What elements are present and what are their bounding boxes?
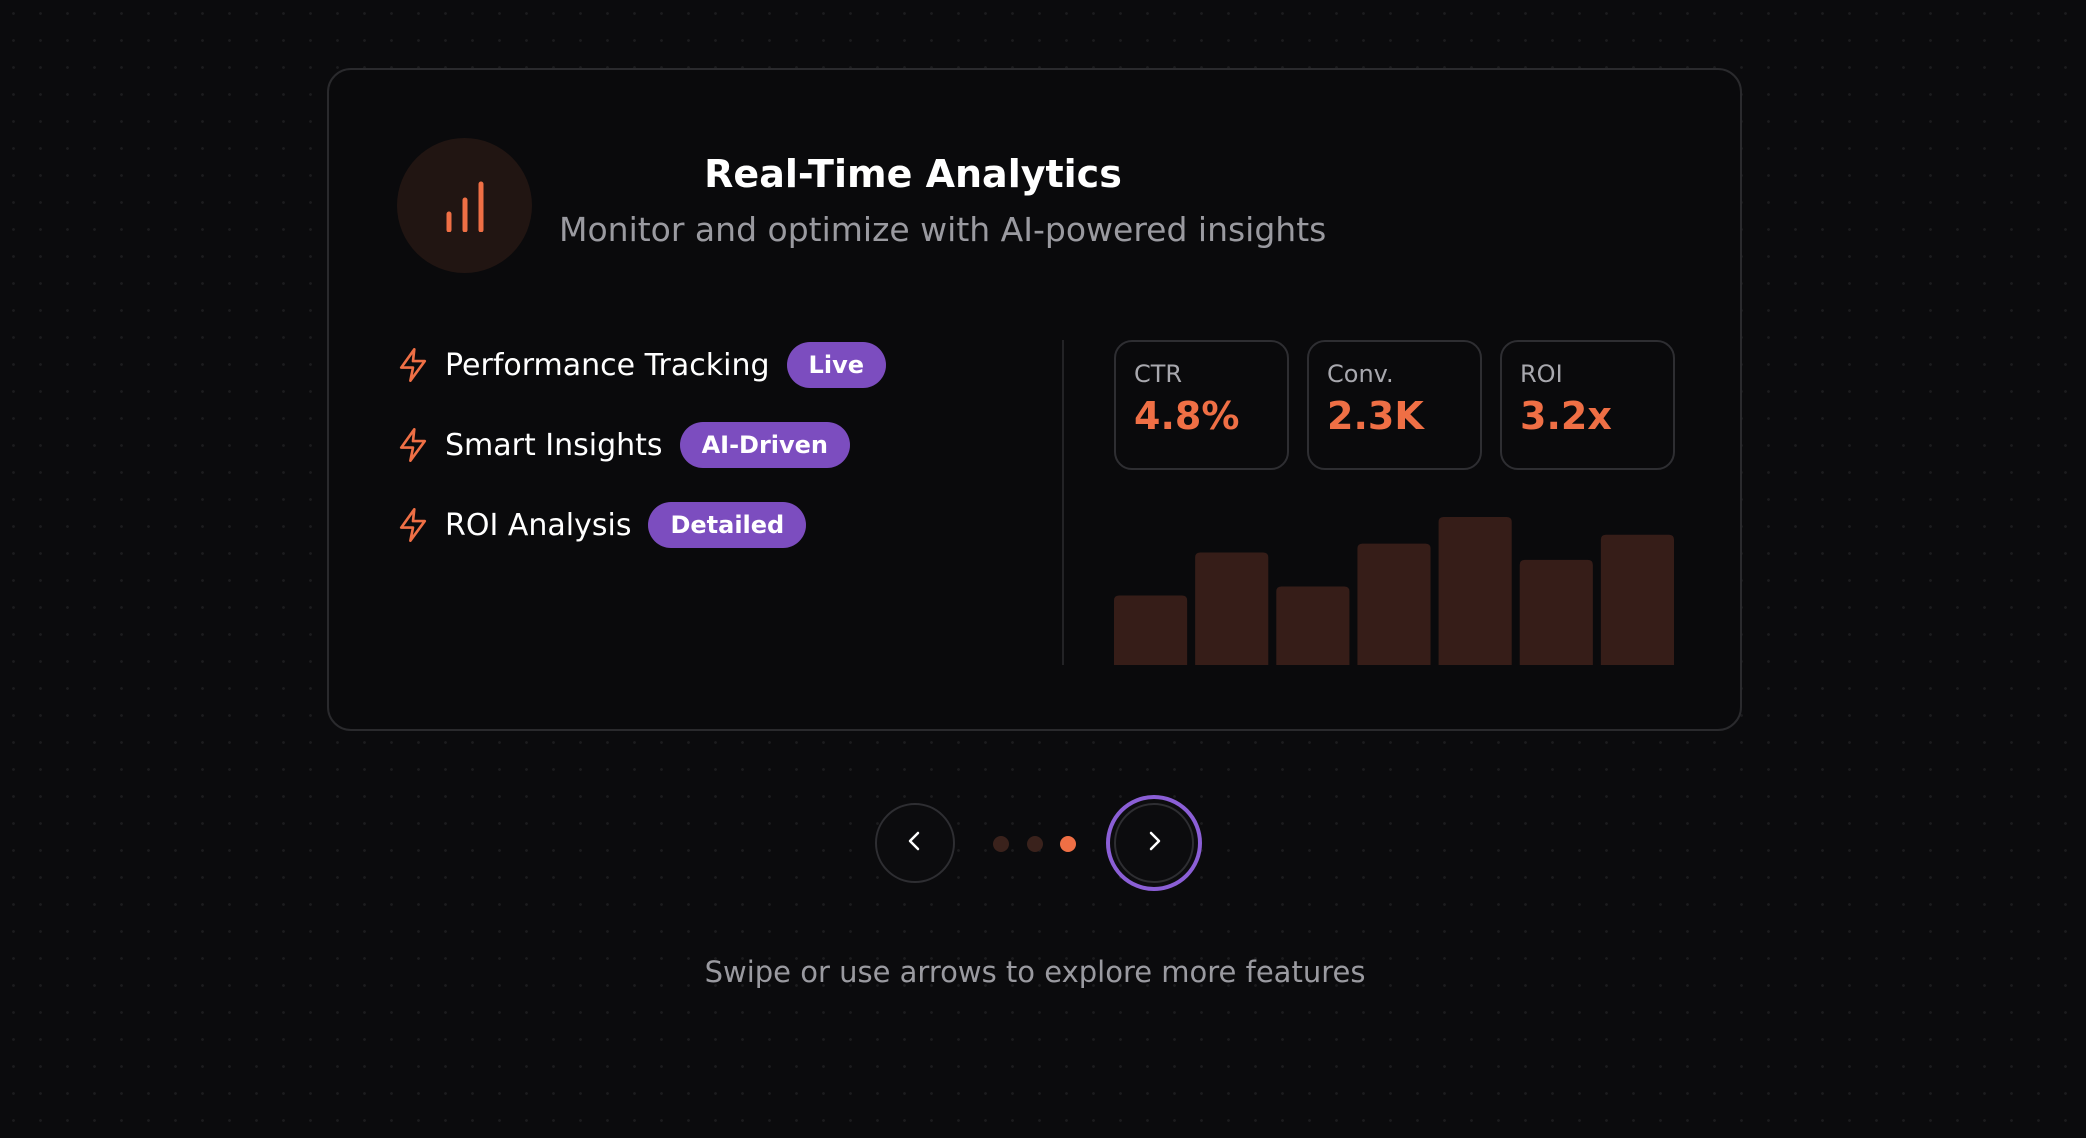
metric-conversions: Conv. 2.3K bbox=[1307, 340, 1482, 470]
carousel-dot-1[interactable] bbox=[993, 836, 1009, 852]
carousel-dot-3-active[interactable] bbox=[1060, 836, 1076, 852]
carousel-dot-2[interactable] bbox=[1027, 836, 1043, 852]
card-header: Real-Time Analytics Monitor and optimize… bbox=[559, 152, 1327, 249]
chart-bar-4 bbox=[1357, 543, 1431, 665]
metric-label: ROI bbox=[1520, 360, 1563, 388]
bar-chart-icon bbox=[397, 138, 532, 273]
chart-bar-6 bbox=[1519, 559, 1593, 665]
metrics-row: CTR 4.8% Conv. 2.3K ROI 3.2x bbox=[1114, 340, 1675, 470]
feature-card: Real-Time Analytics Monitor and optimize… bbox=[327, 68, 1742, 731]
mini-bar-chart bbox=[1114, 517, 1674, 665]
chart-bar-5 bbox=[1438, 517, 1512, 665]
metric-label: CTR bbox=[1134, 360, 1183, 388]
feature-item: Smart Insights AI-Driven bbox=[397, 420, 886, 470]
chart-bar-2 bbox=[1195, 552, 1269, 665]
lightning-icon bbox=[397, 508, 431, 542]
feature-item: Performance Tracking Live bbox=[397, 340, 886, 390]
card-subtitle: Monitor and optimize with AI-powered ins… bbox=[559, 209, 1327, 249]
metric-value: 2.3K bbox=[1327, 394, 1424, 438]
feature-label: Smart Insights bbox=[445, 427, 663, 463]
chart-bar-3 bbox=[1276, 586, 1350, 665]
chart-bar-1 bbox=[1114, 595, 1188, 665]
chevron-left-icon bbox=[905, 829, 925, 857]
lightning-icon bbox=[397, 428, 431, 462]
metric-value: 4.8% bbox=[1134, 394, 1240, 438]
live-badge: Live bbox=[786, 342, 886, 388]
vertical-divider bbox=[1062, 340, 1064, 665]
detailed-badge: Detailed bbox=[648, 502, 807, 548]
feature-item: ROI Analysis Detailed bbox=[397, 500, 886, 550]
carousel-nav bbox=[0, 795, 2086, 891]
metric-value: 3.2x bbox=[1520, 394, 1612, 438]
next-button[interactable] bbox=[1106, 795, 1202, 891]
chart-bar-7 bbox=[1600, 534, 1674, 665]
prev-button[interactable] bbox=[875, 803, 955, 883]
next-button-inner bbox=[1114, 803, 1194, 883]
card-title: Real-Time Analytics bbox=[704, 152, 1122, 196]
feature-label: Performance Tracking bbox=[445, 347, 770, 383]
metric-roi: ROI 3.2x bbox=[1500, 340, 1675, 470]
feature-list: Performance Tracking Live Smart Insights… bbox=[397, 340, 886, 580]
ai-driven-badge: AI-Driven bbox=[679, 422, 851, 468]
chevron-right-icon bbox=[1144, 829, 1164, 857]
metric-label: Conv. bbox=[1327, 360, 1394, 388]
feature-label: ROI Analysis bbox=[445, 507, 632, 543]
metric-ctr: CTR 4.8% bbox=[1114, 340, 1289, 470]
lightning-icon bbox=[397, 348, 431, 382]
swipe-hint: Swipe or use arrows to explore more feat… bbox=[704, 955, 1366, 989]
